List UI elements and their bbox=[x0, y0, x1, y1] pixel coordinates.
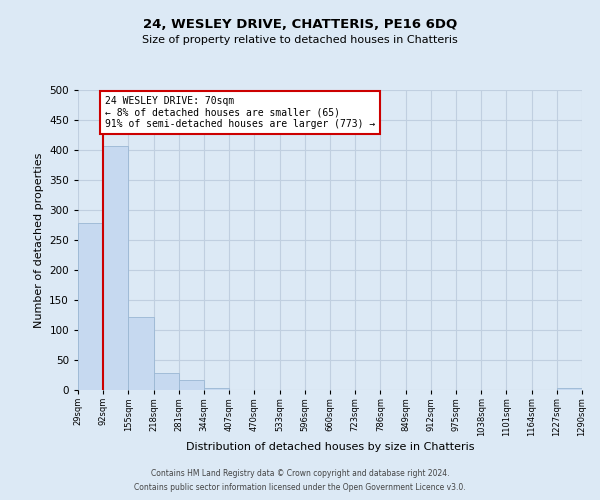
Bar bbox=[179, 380, 204, 390]
Bar bbox=[154, 372, 179, 390]
Bar bbox=[204, 388, 229, 390]
Text: 24, WESLEY DRIVE, CHATTERIS, PE16 6DQ: 24, WESLEY DRIVE, CHATTERIS, PE16 6DQ bbox=[143, 18, 457, 30]
Bar bbox=[78, 223, 103, 390]
Text: Size of property relative to detached houses in Chatteris: Size of property relative to detached ho… bbox=[142, 35, 458, 45]
Bar bbox=[557, 388, 582, 390]
Bar bbox=[103, 146, 128, 390]
Text: Contains public sector information licensed under the Open Government Licence v3: Contains public sector information licen… bbox=[134, 484, 466, 492]
Bar bbox=[128, 317, 154, 390]
Text: Contains HM Land Registry data © Crown copyright and database right 2024.: Contains HM Land Registry data © Crown c… bbox=[151, 468, 449, 477]
Y-axis label: Number of detached properties: Number of detached properties bbox=[34, 152, 44, 328]
X-axis label: Distribution of detached houses by size in Chatteris: Distribution of detached houses by size … bbox=[186, 442, 474, 452]
Text: 24 WESLEY DRIVE: 70sqm
← 8% of detached houses are smaller (65)
91% of semi-deta: 24 WESLEY DRIVE: 70sqm ← 8% of detached … bbox=[105, 96, 376, 129]
